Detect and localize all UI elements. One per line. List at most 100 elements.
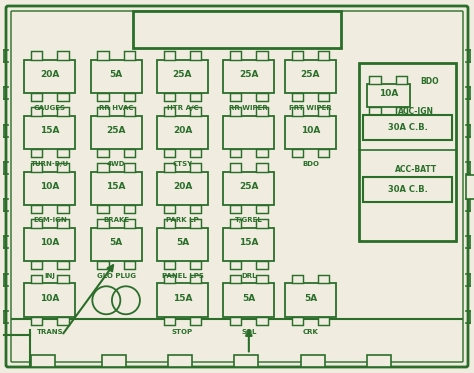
Text: RR WIPER: RR WIPER (229, 106, 268, 112)
Bar (97, 107, 109, 116)
Bar (102, 355, 126, 367)
Text: 25A: 25A (301, 70, 320, 79)
Text: 5A: 5A (109, 70, 123, 79)
Bar (292, 93, 303, 101)
Bar (57, 317, 69, 325)
Bar (370, 107, 381, 115)
Bar (223, 283, 274, 317)
Text: 20A: 20A (40, 70, 59, 79)
Bar (292, 51, 303, 60)
Bar (97, 51, 109, 60)
Bar (190, 219, 201, 228)
Bar (31, 261, 42, 269)
Bar (164, 317, 175, 325)
Bar (97, 163, 109, 172)
Bar (285, 116, 336, 149)
Bar (285, 60, 336, 93)
Bar (31, 163, 42, 172)
Bar (91, 116, 142, 149)
Text: 5A: 5A (176, 238, 189, 247)
Bar (190, 51, 201, 60)
Bar (256, 149, 268, 157)
Text: ACC-BATT: ACC-BATT (394, 165, 437, 174)
Bar (57, 149, 69, 157)
Bar (24, 60, 75, 93)
Text: 30A C.B.: 30A C.B. (388, 185, 428, 194)
Bar (57, 205, 69, 213)
Bar (230, 317, 241, 325)
Bar (57, 51, 69, 60)
Bar (230, 93, 241, 101)
Text: 30A C.B.: 30A C.B. (388, 123, 428, 132)
Bar (157, 172, 208, 205)
Bar (190, 275, 201, 283)
Bar (359, 63, 456, 241)
Bar (190, 163, 201, 172)
Bar (124, 93, 135, 101)
Bar (190, 149, 201, 157)
Text: 10A: 10A (40, 238, 59, 247)
Bar (318, 149, 329, 157)
Text: HTR A/C: HTR A/C (167, 106, 198, 112)
Text: 10A: 10A (301, 126, 320, 135)
Bar (230, 163, 241, 172)
FancyBboxPatch shape (6, 6, 468, 367)
Bar (256, 219, 268, 228)
Text: PARK LP: PARK LP (166, 217, 199, 223)
Bar (256, 275, 268, 283)
Bar (223, 116, 274, 149)
Text: 25A: 25A (106, 126, 126, 135)
Bar (230, 51, 241, 60)
Bar (223, 60, 274, 93)
Bar (31, 219, 42, 228)
Bar (57, 275, 69, 283)
Bar (370, 76, 381, 84)
Bar (157, 228, 208, 261)
Bar (363, 177, 453, 201)
Bar (318, 317, 329, 325)
Text: 10A: 10A (40, 294, 59, 303)
Bar (318, 51, 329, 60)
Bar (31, 107, 42, 116)
Bar (124, 51, 135, 60)
Bar (190, 317, 201, 325)
Text: 15A: 15A (239, 238, 259, 247)
Bar (157, 283, 208, 317)
Bar (285, 283, 336, 317)
Text: 15A: 15A (40, 126, 60, 135)
Text: SOL: SOL (241, 329, 256, 335)
Bar (124, 205, 135, 213)
Bar (292, 149, 303, 157)
Bar (157, 116, 208, 149)
Text: 15A: 15A (173, 294, 192, 303)
Bar (396, 107, 407, 115)
Bar (256, 317, 268, 325)
Bar (31, 93, 42, 101)
Bar (164, 149, 175, 157)
Bar (164, 261, 175, 269)
Text: PANEL LPS: PANEL LPS (162, 273, 203, 279)
Bar (256, 107, 268, 116)
Bar (91, 228, 142, 261)
Bar (164, 51, 175, 60)
Text: FRT WIPER: FRT WIPER (289, 106, 332, 112)
Bar (157, 60, 208, 93)
Text: 25A: 25A (173, 70, 192, 79)
Bar (97, 261, 109, 269)
Bar (124, 107, 135, 116)
Bar (24, 172, 75, 205)
Bar (366, 84, 410, 107)
Text: 15A: 15A (106, 182, 126, 191)
Bar (24, 116, 75, 149)
Text: 5A: 5A (242, 294, 255, 303)
Text: 25A: 25A (239, 70, 259, 79)
Bar (24, 228, 75, 261)
Bar (318, 275, 329, 283)
Bar (124, 163, 135, 172)
Bar (91, 172, 142, 205)
Text: GAUGES: GAUGES (34, 106, 66, 112)
Bar (256, 93, 268, 101)
Bar (57, 219, 69, 228)
Bar (190, 261, 201, 269)
Bar (367, 355, 391, 367)
